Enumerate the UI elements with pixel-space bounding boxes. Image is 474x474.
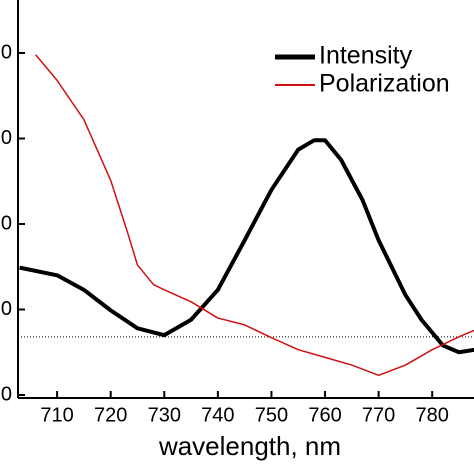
x-tick-label: 770 xyxy=(362,404,395,426)
y-tick-label: 0 xyxy=(1,41,12,63)
x-tick-label: 710 xyxy=(40,404,73,426)
x-tick-label: 750 xyxy=(255,404,288,426)
x-tick-label: 760 xyxy=(308,404,341,426)
legend-label: Intensity xyxy=(319,42,413,70)
x-axis-label: wavelength, nm xyxy=(158,431,341,461)
x-tick-label: 720 xyxy=(94,404,127,426)
data-line xyxy=(35,54,474,377)
y-tick-label: 0 xyxy=(1,127,12,149)
legend-label: Polarization xyxy=(319,70,450,98)
y-tick-label: 0 xyxy=(1,383,12,405)
y-tick-label: 0 xyxy=(1,212,12,234)
data-line xyxy=(19,138,474,355)
x-tick-label: 730 xyxy=(148,404,181,426)
x-tick-label: 740 xyxy=(201,404,234,426)
x-tick-label: 780 xyxy=(416,404,449,426)
y-tick-label: 0 xyxy=(1,298,12,320)
